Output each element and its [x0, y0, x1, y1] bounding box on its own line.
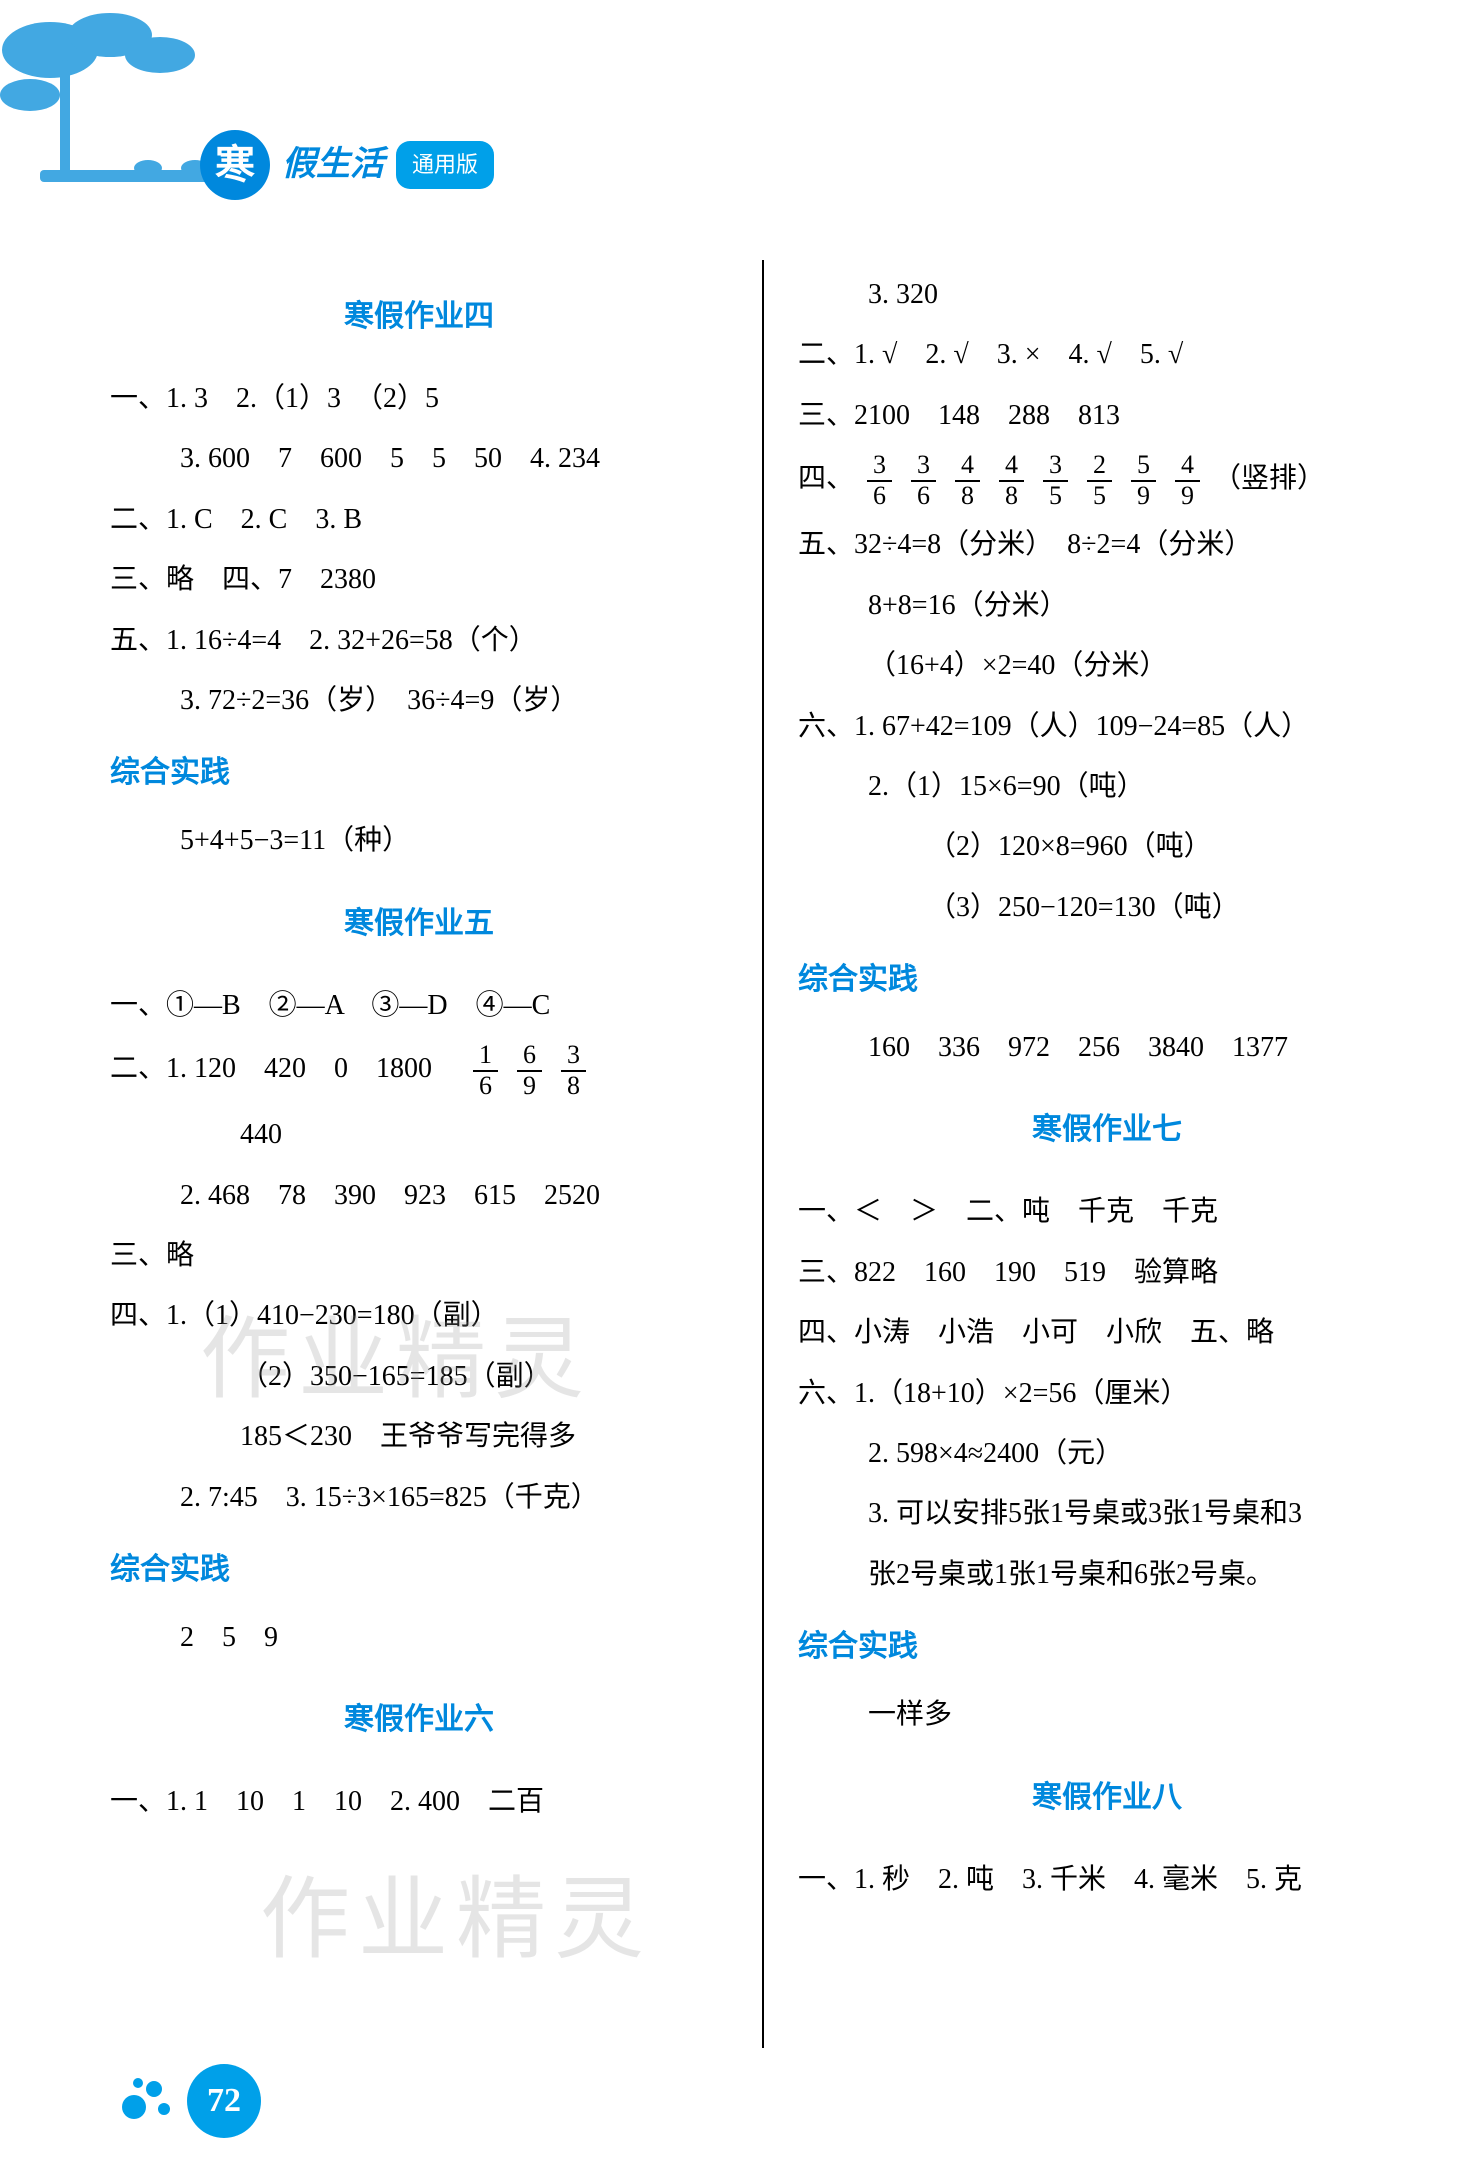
hw4-line3: 二、1. C 2. C 3. B — [110, 495, 728, 545]
frac-3-8: 38 — [561, 1041, 586, 1100]
hw7-line8: 一样多 — [798, 1690, 1416, 1740]
hw7-line3: 四、小涛 小浩 小可 小欣 五、略 — [798, 1308, 1416, 1358]
hw5-line5: 四、1.（1）410−230=180（副） — [110, 1291, 728, 1341]
page-header: 寒 假生活 通用版 — [200, 130, 494, 200]
hw8-line1: 一、1. 秒 2. 吨 3. 千米 4. 毫米 5. 克 — [798, 1855, 1416, 1905]
hw5-line2b: 440 — [110, 1110, 728, 1160]
hw4-line5: 五、1. 16÷4=4 2. 32+26=58（个） — [110, 616, 728, 666]
edition-badge: 通用版 — [396, 141, 494, 189]
hw6c-line10: （2）120×8=960（吨） — [798, 822, 1416, 872]
frac-1-6: 16 — [473, 1041, 498, 1100]
column-divider — [762, 260, 764, 2048]
right-column: 3. 320 二、1. √ 2. √ 3. × 4. √ 5. √ 三、2100… — [768, 260, 1416, 2048]
hw5-title: 寒假作业五 — [110, 897, 728, 951]
frac-r2: 48 — [955, 451, 980, 510]
hw7-line5: 2. 598×4≈2400（元） — [798, 1429, 1416, 1479]
hw6-title: 寒假作业六 — [110, 1693, 728, 1747]
hw6c-line7: （16+4）×2=40（分米） — [798, 641, 1416, 691]
hw6c-line3: 三、2100 148 288 813 — [798, 391, 1416, 441]
frac-r4: 35 — [1043, 451, 1068, 510]
hw6c-line12: 160 336 972 256 3840 1377 — [798, 1023, 1416, 1073]
hw6c-line4: 四、 36 36 48 48 35 25 59 49 （竖排） — [798, 451, 1416, 510]
hw4-line4: 三、略 四、7 2380 — [110, 555, 728, 605]
hw7-line6: 3. 可以安排5张1号桌或3张1号桌和3 — [798, 1489, 1416, 1539]
hw5-line8: 2. 7:45 3. 15÷3×165=825（千克） — [110, 1473, 728, 1523]
hw4-line6: 3. 72÷2=36（岁） 36÷4=9（岁） — [110, 676, 728, 726]
hw5-line2: 二、1. 120 420 0 1800 16 69 38 — [110, 1041, 728, 1100]
hw5-line9: 2 5 9 — [110, 1613, 728, 1663]
page-number: 72 — [120, 2064, 261, 2138]
content-area: 寒假作业四 一、1. 3 2.（1）3 （2）5 3. 600 7 600 5 … — [110, 260, 1416, 2048]
page-number-text: 72 — [187, 2064, 261, 2138]
hw7-practice-label: 综合实践 — [798, 1620, 1416, 1674]
hw6c-line9: 2.（1）15×6=90（吨） — [798, 762, 1416, 812]
frac-r5: 25 — [1087, 451, 1112, 510]
hw6c-line6: 8+8=16（分米） — [798, 581, 1416, 631]
hw6c-practice-label: 综合实践 — [798, 953, 1416, 1007]
hw6c-line4a: 四、 — [798, 463, 854, 494]
hw4-line7: 5+4+5−3=11（种） — [110, 816, 728, 866]
hw4-line1: 一、1. 3 2.（1）3 （2）5 — [110, 374, 728, 424]
frac-6-9: 69 — [517, 1041, 542, 1100]
hw6-line1: 一、1. 1 10 1 10 2. 400 二百 — [110, 1777, 728, 1827]
hw6c-line8: 六、1. 67+42=109（人）109−24=85（人） — [798, 702, 1416, 752]
hw5-line6: （2）350−165=185（副） — [110, 1352, 728, 1402]
hw5-line7: 185＜230 王爷爷写完得多 — [110, 1412, 728, 1462]
hw6c-line1: 3. 320 — [798, 270, 1416, 320]
frac-r7: 49 — [1175, 451, 1200, 510]
page-dots-icon — [120, 2065, 176, 2138]
hw7-line1: 一、＜ ＞ 二、吨 千克 千克 — [798, 1187, 1416, 1237]
hw5-line1: 一、①—B ②—A ③—D ④—C — [110, 981, 728, 1031]
hw6c-line4b: （竖排） — [1213, 463, 1325, 494]
hw4-line2: 3. 600 7 600 5 5 50 4. 234 — [110, 434, 728, 484]
hw5-practice-label: 综合实践 — [110, 1543, 728, 1597]
hw5-line4: 三、略 — [110, 1231, 728, 1281]
logo-circle: 寒 — [200, 130, 270, 200]
left-column: 寒假作业四 一、1. 3 2.（1）3 （2）5 3. 600 7 600 5 … — [110, 260, 758, 2048]
logo-text: 假生活 — [282, 134, 384, 195]
hw7-line4: 六、1.（18+10）×2=56（厘米） — [798, 1369, 1416, 1419]
hw7-line2: 三、822 160 190 519 验算略 — [798, 1248, 1416, 1298]
frac-r3: 48 — [999, 451, 1024, 510]
hw7-title: 寒假作业七 — [798, 1103, 1416, 1157]
frac-r1: 36 — [911, 451, 936, 510]
hw5-line3: 2. 468 78 390 923 615 2520 — [110, 1171, 728, 1221]
hw8-title: 寒假作业八 — [798, 1771, 1416, 1825]
frac-r6: 59 — [1131, 451, 1156, 510]
hw7-line7: 张2号桌或1张1号桌和6张2号桌。 — [798, 1550, 1416, 1600]
hw4-practice-label: 综合实践 — [110, 746, 728, 800]
hw6c-line5: 五、32÷4=8（分米） 8÷2=4（分米） — [798, 520, 1416, 570]
hw6c-line11: （3）250−120=130（吨） — [798, 883, 1416, 933]
hw6c-line2: 二、1. √ 2. √ 3. × 4. √ 5. √ — [798, 330, 1416, 380]
hw4-title: 寒假作业四 — [110, 290, 728, 344]
frac-r0: 36 — [867, 451, 892, 510]
hw5-line2a: 二、1. 120 420 0 1800 — [110, 1053, 460, 1084]
